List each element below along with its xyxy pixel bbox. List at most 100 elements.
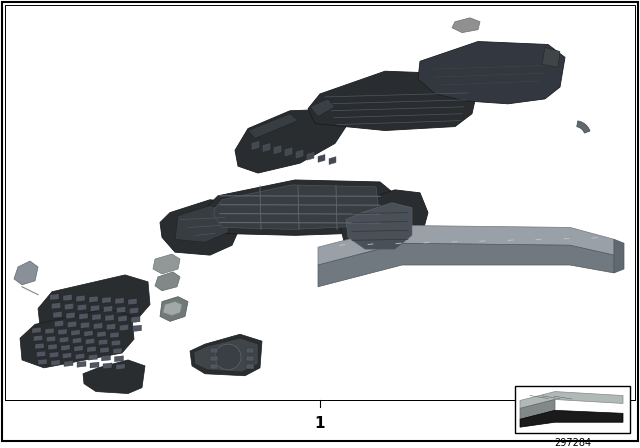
Polygon shape bbox=[160, 297, 188, 321]
Polygon shape bbox=[38, 359, 47, 365]
Polygon shape bbox=[210, 348, 218, 353]
Polygon shape bbox=[520, 392, 623, 409]
Polygon shape bbox=[77, 362, 86, 367]
Polygon shape bbox=[542, 47, 560, 67]
Polygon shape bbox=[210, 356, 218, 361]
Polygon shape bbox=[131, 316, 140, 323]
Polygon shape bbox=[111, 340, 120, 346]
Polygon shape bbox=[35, 343, 44, 349]
Polygon shape bbox=[67, 321, 77, 327]
Polygon shape bbox=[110, 332, 119, 338]
Polygon shape bbox=[72, 338, 81, 344]
Polygon shape bbox=[105, 314, 114, 321]
Polygon shape bbox=[285, 148, 292, 156]
Polygon shape bbox=[61, 345, 70, 351]
Polygon shape bbox=[90, 305, 99, 311]
Polygon shape bbox=[104, 306, 113, 312]
Polygon shape bbox=[163, 302, 182, 315]
Polygon shape bbox=[63, 294, 72, 301]
Polygon shape bbox=[49, 352, 58, 358]
Bar bbox=[5, 5, 635, 401]
Polygon shape bbox=[88, 354, 97, 360]
Polygon shape bbox=[81, 322, 90, 328]
Polygon shape bbox=[329, 157, 336, 164]
Polygon shape bbox=[113, 348, 122, 354]
Polygon shape bbox=[190, 334, 262, 376]
Polygon shape bbox=[318, 225, 614, 265]
Polygon shape bbox=[308, 71, 478, 130]
Text: 297284: 297284 bbox=[554, 438, 591, 448]
Polygon shape bbox=[318, 155, 325, 162]
Polygon shape bbox=[60, 337, 68, 343]
Polygon shape bbox=[577, 121, 590, 133]
Polygon shape bbox=[116, 306, 125, 313]
Polygon shape bbox=[45, 328, 54, 334]
Polygon shape bbox=[65, 303, 74, 310]
Polygon shape bbox=[248, 114, 298, 138]
Polygon shape bbox=[71, 330, 80, 336]
Polygon shape bbox=[74, 345, 83, 351]
Polygon shape bbox=[51, 302, 61, 309]
Polygon shape bbox=[246, 348, 254, 353]
Polygon shape bbox=[310, 99, 335, 116]
Polygon shape bbox=[128, 298, 137, 305]
Polygon shape bbox=[92, 314, 101, 320]
Polygon shape bbox=[87, 346, 96, 352]
Polygon shape bbox=[160, 200, 242, 255]
Polygon shape bbox=[235, 109, 348, 173]
Polygon shape bbox=[214, 185, 378, 229]
Polygon shape bbox=[418, 42, 565, 104]
Polygon shape bbox=[89, 296, 98, 302]
Polygon shape bbox=[63, 353, 72, 358]
Polygon shape bbox=[93, 323, 102, 329]
Polygon shape bbox=[106, 323, 115, 330]
Polygon shape bbox=[20, 309, 134, 368]
Polygon shape bbox=[246, 364, 254, 369]
Polygon shape bbox=[115, 297, 124, 304]
Polygon shape bbox=[64, 361, 73, 366]
Bar bbox=[515, 386, 630, 433]
Polygon shape bbox=[115, 356, 124, 362]
Polygon shape bbox=[38, 275, 150, 334]
Polygon shape bbox=[520, 410, 623, 427]
Polygon shape bbox=[51, 360, 60, 366]
Polygon shape bbox=[452, 18, 480, 33]
Polygon shape bbox=[77, 304, 86, 310]
Polygon shape bbox=[210, 364, 218, 369]
Polygon shape bbox=[252, 142, 259, 149]
Polygon shape bbox=[53, 311, 62, 318]
Polygon shape bbox=[118, 315, 127, 322]
Polygon shape bbox=[48, 344, 57, 350]
Polygon shape bbox=[296, 150, 303, 158]
Polygon shape bbox=[102, 355, 111, 361]
Polygon shape bbox=[246, 356, 254, 361]
Polygon shape bbox=[14, 261, 38, 285]
Polygon shape bbox=[100, 347, 109, 353]
Polygon shape bbox=[83, 360, 145, 393]
Polygon shape bbox=[103, 363, 112, 369]
Polygon shape bbox=[153, 254, 180, 274]
Polygon shape bbox=[155, 272, 180, 291]
Polygon shape bbox=[86, 338, 95, 345]
Polygon shape bbox=[208, 180, 392, 235]
Polygon shape bbox=[132, 325, 141, 332]
Polygon shape bbox=[90, 362, 99, 368]
Text: 1: 1 bbox=[315, 416, 325, 431]
Polygon shape bbox=[50, 294, 59, 300]
Polygon shape bbox=[340, 190, 428, 259]
Polygon shape bbox=[102, 297, 111, 303]
Polygon shape bbox=[66, 312, 75, 319]
Polygon shape bbox=[32, 327, 41, 333]
Polygon shape bbox=[614, 239, 624, 273]
Polygon shape bbox=[99, 339, 108, 345]
Polygon shape bbox=[97, 331, 106, 337]
Polygon shape bbox=[120, 324, 129, 331]
Polygon shape bbox=[194, 338, 258, 372]
Polygon shape bbox=[54, 320, 63, 327]
Polygon shape bbox=[263, 143, 270, 151]
Polygon shape bbox=[76, 295, 85, 302]
Polygon shape bbox=[318, 243, 614, 287]
Polygon shape bbox=[58, 329, 67, 335]
Polygon shape bbox=[175, 206, 230, 242]
Polygon shape bbox=[47, 336, 56, 342]
